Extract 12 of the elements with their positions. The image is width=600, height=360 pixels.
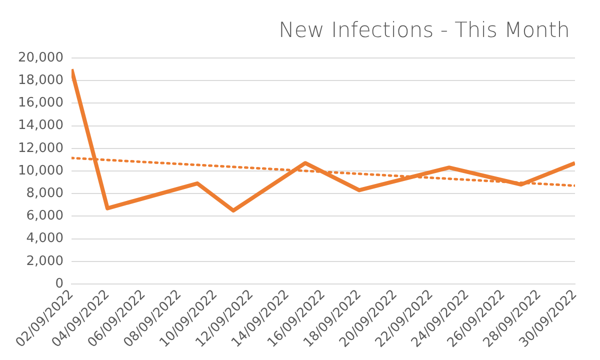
y-tick-label: 20,000 [18,50,64,66]
y-tick-label: 8,000 [26,186,64,201]
y-tick-label: 4,000 [26,231,64,246]
y-tick-label: 10,000 [18,163,64,178]
y-tick-label: 14,000 [18,118,64,134]
y-tick-label: 6,000 [26,208,64,224]
y-tick-label: 0 [55,276,64,292]
y-tick-label: 2,000 [26,254,64,269]
chart-title: New Infections - This Month [278,18,570,42]
y-tick-label: 16,000 [18,96,64,111]
y-tick-label: 12,000 [18,140,64,156]
y-tick-label: 18,000 [18,72,64,88]
